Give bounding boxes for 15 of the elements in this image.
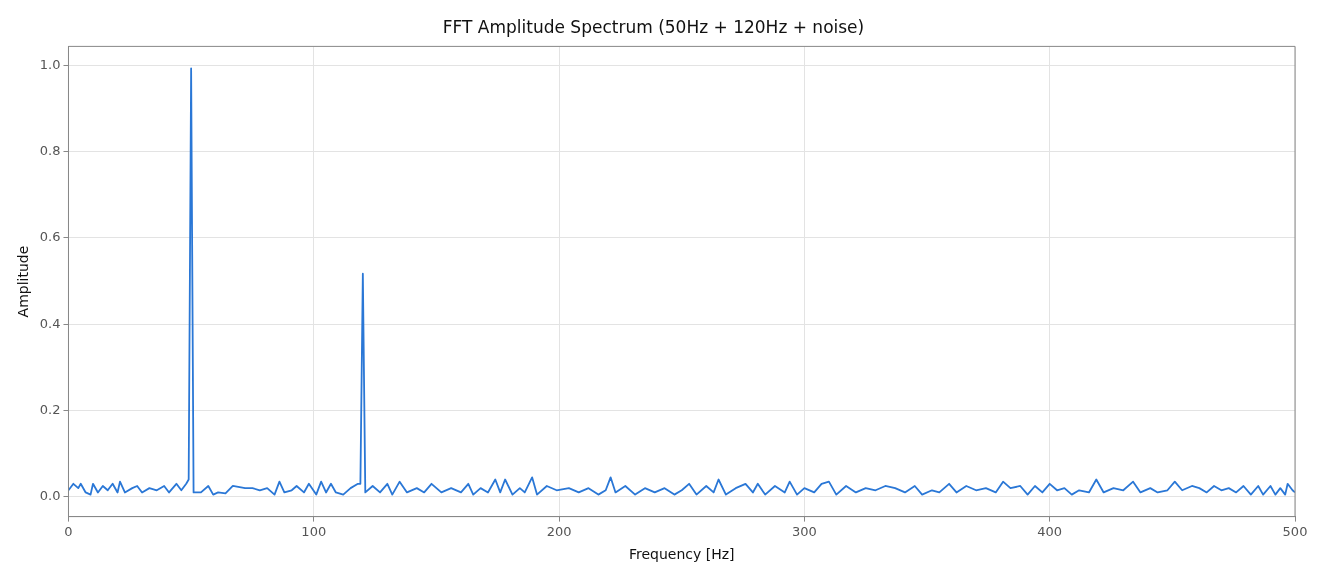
y-tick-label: 0.2 [39,401,61,417]
x-tick-label: 300 [791,523,817,539]
y-tick-label: 0.4 [39,315,61,331]
y-tick-label: 0.6 [39,229,61,245]
x-axis-title: Frequency [Hz] [628,546,735,563]
x-tick-label: 200 [546,523,572,539]
x-tick-label: 100 [301,523,327,539]
y-tick-label: 0.8 [39,143,61,159]
x-tick-label: 0 [64,523,73,539]
x-tick-label: 500 [1282,523,1308,539]
chart-title: FFT Amplitude Spectrum (50Hz + 120Hz + noise) [442,16,865,37]
x-tick-label: 400 [1037,523,1063,539]
y-tick-label: 1.0 [39,56,61,72]
y-tick-label: 0.0 [39,488,61,504]
y-axis-title: Amplitude [15,245,32,318]
